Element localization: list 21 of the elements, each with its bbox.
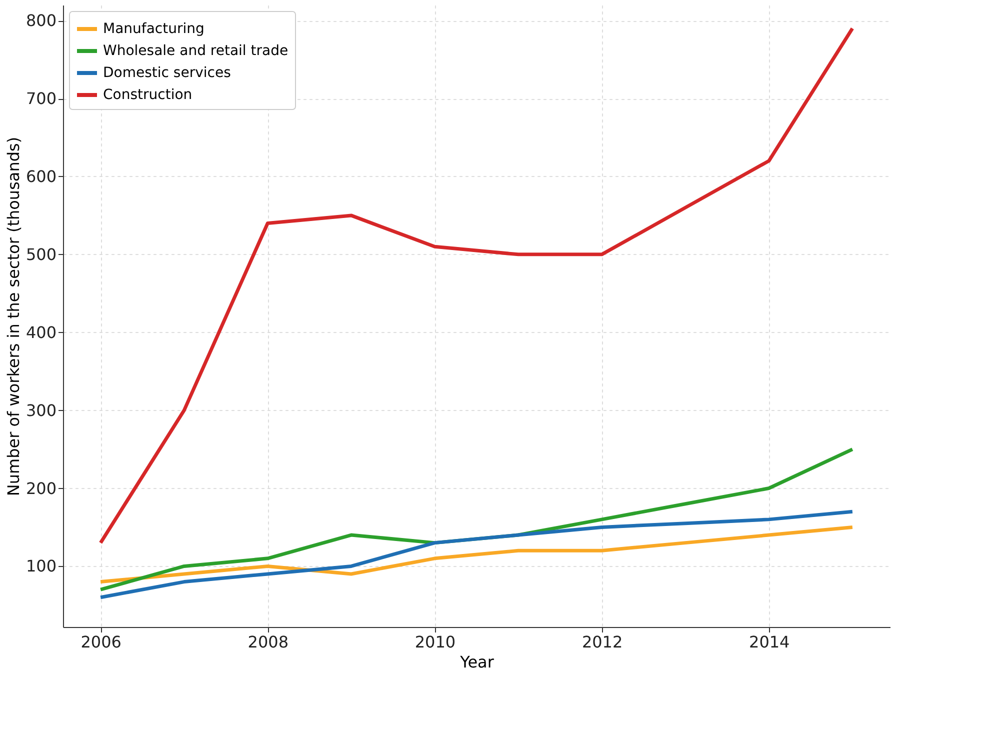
- x-tick-label: 2012: [582, 632, 623, 652]
- y-tick-label: 700: [26, 89, 56, 108]
- x-tick-label: 2010: [414, 632, 456, 652]
- legend-label: Manufacturing: [103, 21, 204, 37]
- line-series: [98, 525, 854, 584]
- y-tick-label: 600: [26, 166, 56, 186]
- line-series: [98, 510, 854, 600]
- legend-label: Domestic services: [103, 65, 231, 81]
- x-tick-label: 2006: [80, 632, 122, 652]
- x-tick-label: 2008: [248, 632, 289, 652]
- y-tick-label: 200: [26, 478, 56, 498]
- y-tick-label: 400: [26, 322, 56, 342]
- y-tick-label: 100: [26, 556, 56, 576]
- y-tick-label: 800: [26, 11, 56, 30]
- x-axis-title: Year: [459, 652, 494, 672]
- y-tick-label: 300: [26, 400, 56, 420]
- y-tick-label: 500: [26, 244, 56, 264]
- legend-label: Construction: [103, 87, 192, 103]
- legend-label: Wholesale and retail trade: [103, 43, 288, 59]
- y-axis-title: Number of workers in the sector (thousands): [4, 136, 23, 496]
- x-tick-label: 2014: [749, 632, 790, 652]
